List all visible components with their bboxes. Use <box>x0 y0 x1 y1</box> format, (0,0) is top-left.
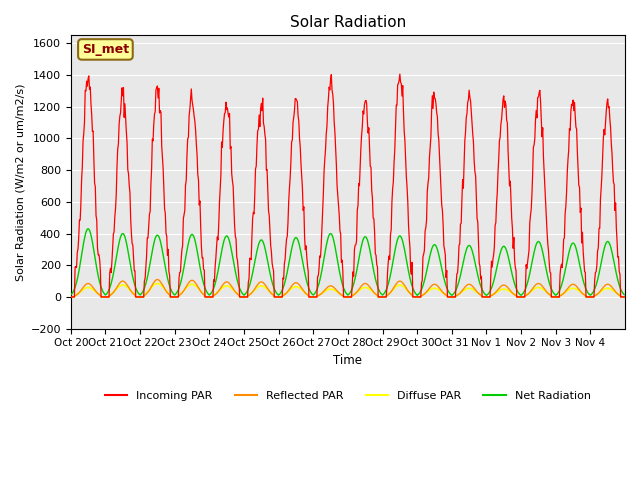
Title: Solar Radiation: Solar Radiation <box>290 15 406 30</box>
X-axis label: Time: Time <box>333 354 362 367</box>
Text: SI_met: SI_met <box>82 43 129 56</box>
Y-axis label: Solar Radiation (W/m2 or um/m2/s): Solar Radiation (W/m2 or um/m2/s) <box>15 83 25 281</box>
Legend: Incoming PAR, Reflected PAR, Diffuse PAR, Net Radiation: Incoming PAR, Reflected PAR, Diffuse PAR… <box>101 386 595 405</box>
